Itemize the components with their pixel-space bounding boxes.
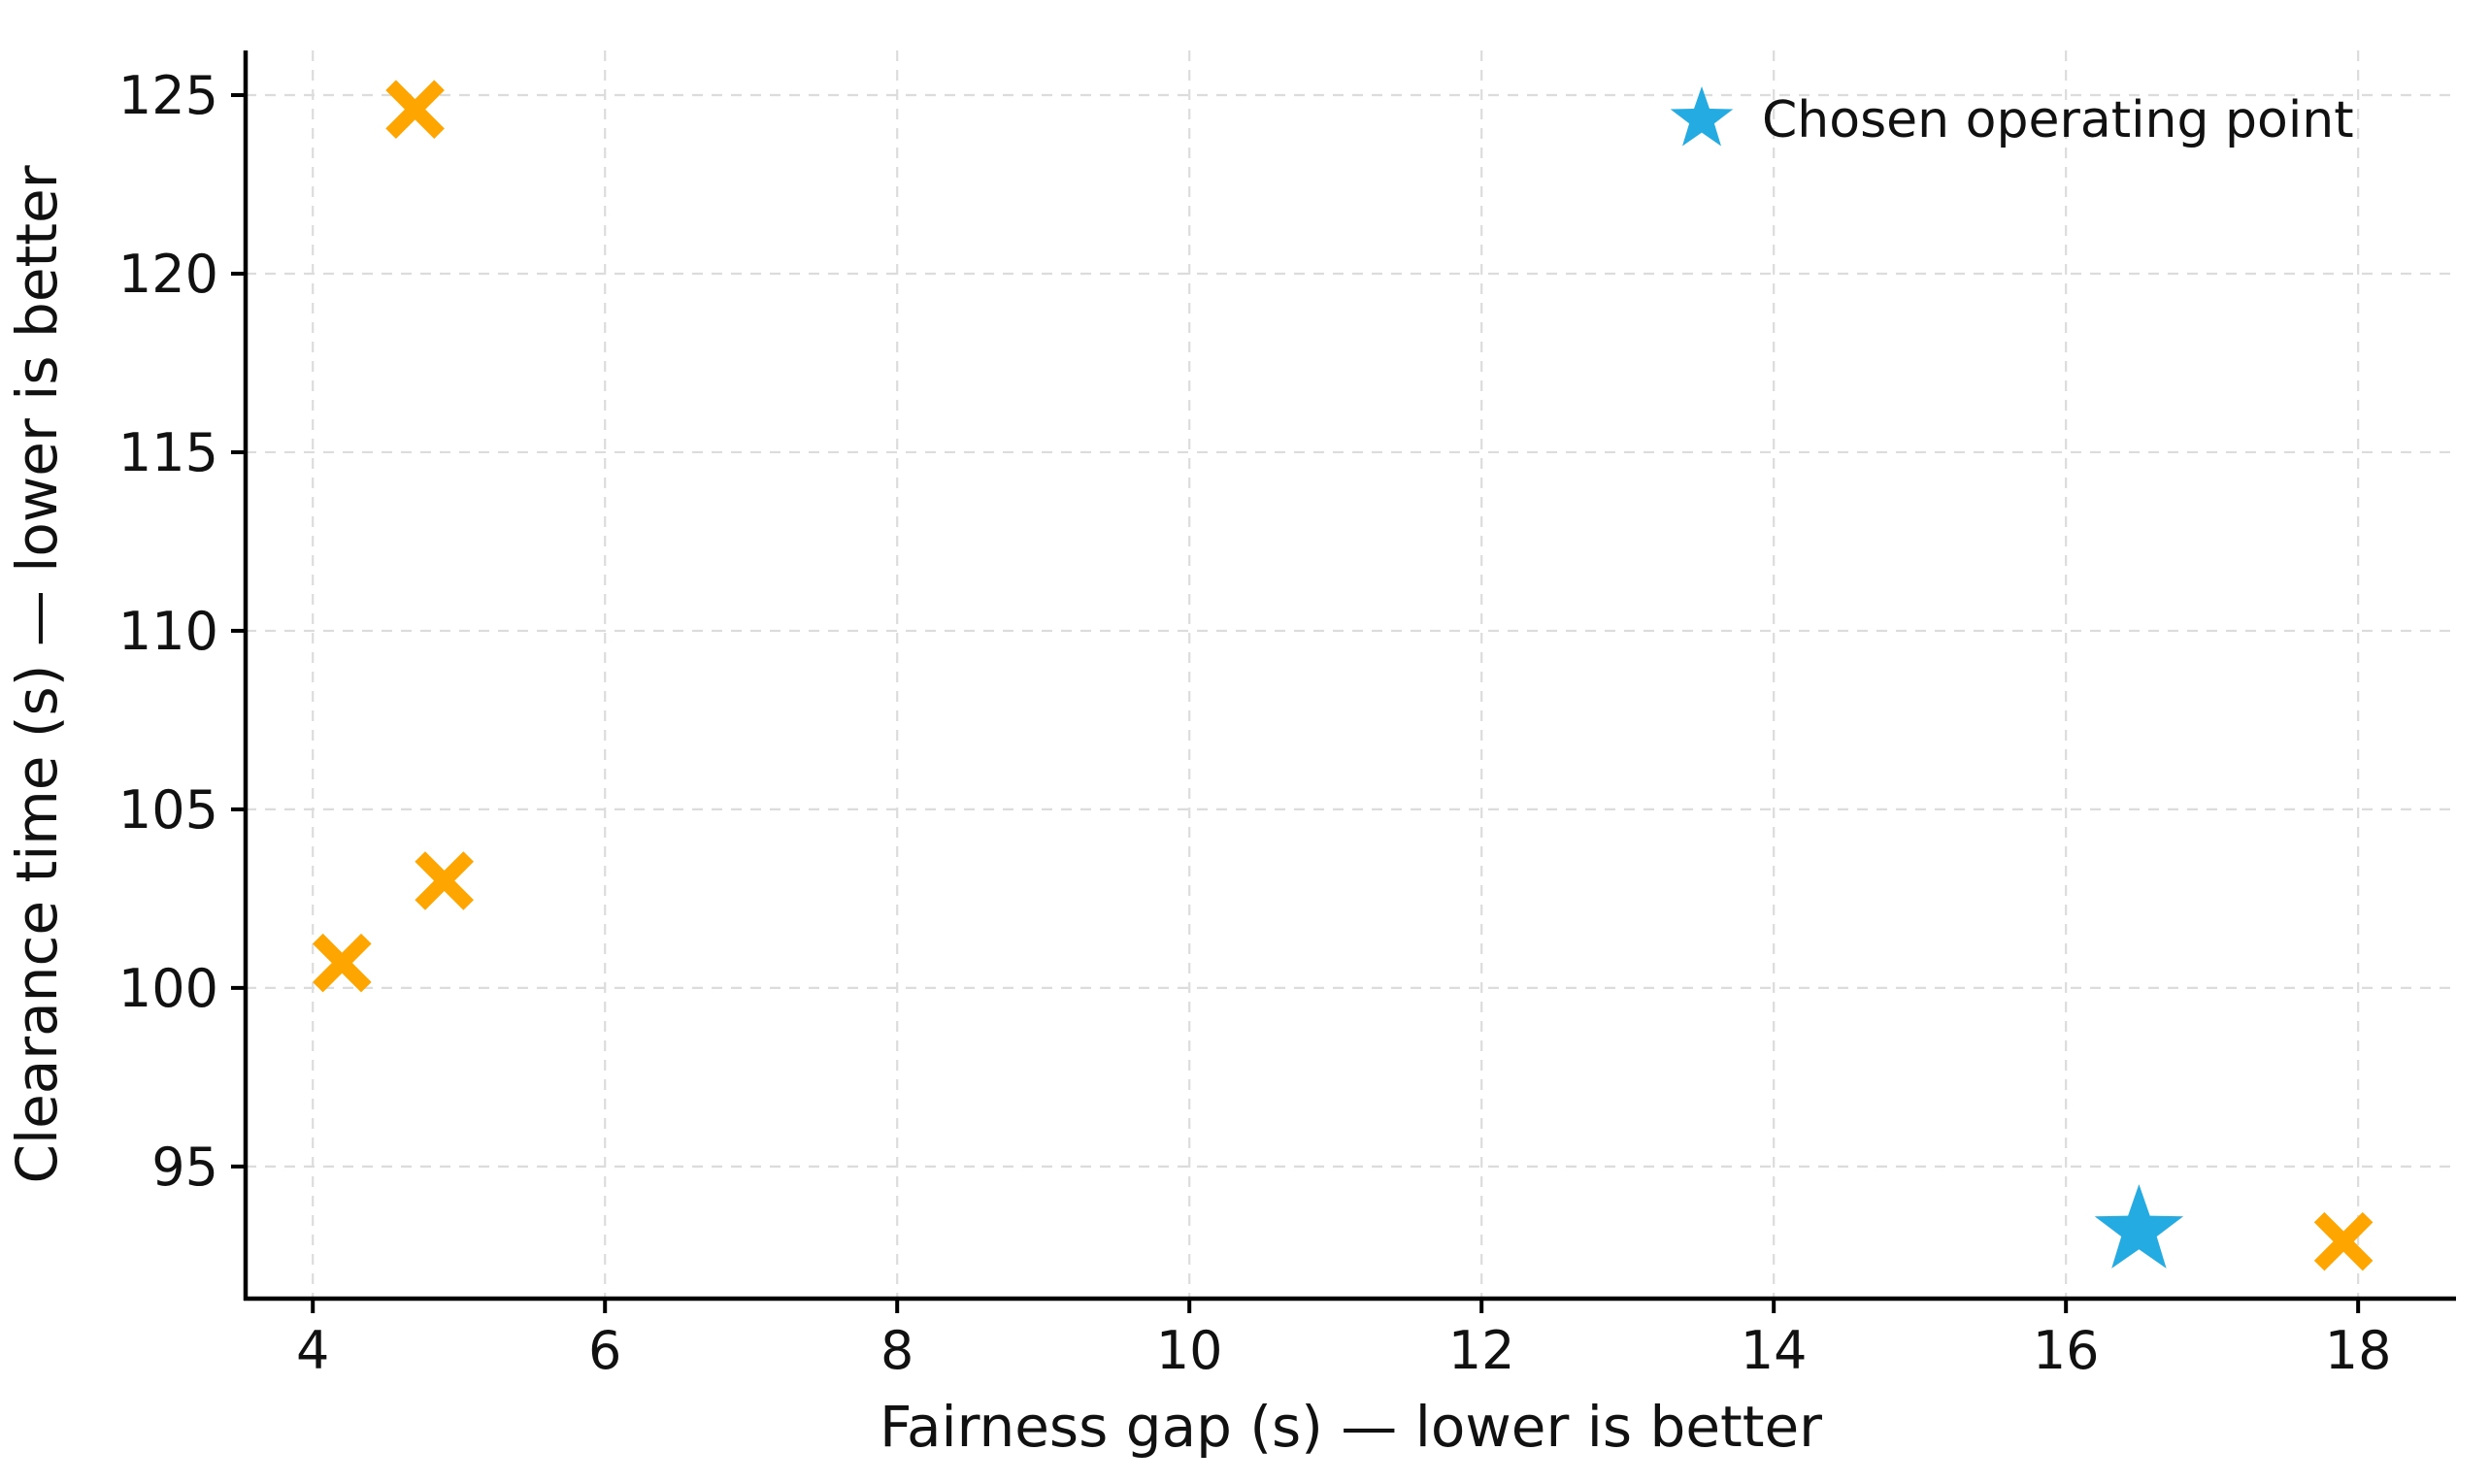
y-tick-label: 95 <box>151 1137 218 1198</box>
y-axis-label: Clearance time (s) — lower is better <box>4 165 70 1183</box>
legend-label: Chosen operating point <box>1762 91 2354 149</box>
x-tick-label: 10 <box>1156 1320 1223 1381</box>
marker-layer <box>313 80 2374 1271</box>
y-tick-label: 105 <box>118 779 218 841</box>
legend: Chosen operating point <box>1670 86 2354 149</box>
data-point-x-marker <box>313 933 372 993</box>
x-tick-label: 16 <box>2033 1320 2100 1381</box>
x-tick-label: 8 <box>880 1320 913 1381</box>
x-tick-label: 18 <box>2325 1320 2392 1381</box>
y-tick-label: 100 <box>118 958 218 1019</box>
data-point-star-marker <box>2094 1184 2184 1269</box>
data-point-x-marker <box>385 80 445 140</box>
grid-layer <box>246 50 2456 1299</box>
x-tick-label: 6 <box>588 1320 621 1381</box>
data-point-x-marker <box>2313 1211 2374 1271</box>
x-tick-label: 4 <box>296 1320 329 1381</box>
data-point-x-marker <box>415 851 474 910</box>
y-tick-label: 120 <box>118 244 218 305</box>
y-tick-label: 125 <box>118 65 218 126</box>
x-tick-label: 14 <box>1741 1320 1808 1381</box>
x-tick-label: 12 <box>1448 1320 1515 1381</box>
y-tick-label: 115 <box>118 422 218 483</box>
x-axis-label: Fairness gap (s) — lower is better <box>880 1394 1822 1460</box>
y-tick-label: 110 <box>118 601 218 662</box>
axis-layer: 4 6 8 10 12 14 16 18 95 100 105 110 115 120 125 <box>118 50 2456 1381</box>
legend-star-icon <box>1670 86 1734 147</box>
